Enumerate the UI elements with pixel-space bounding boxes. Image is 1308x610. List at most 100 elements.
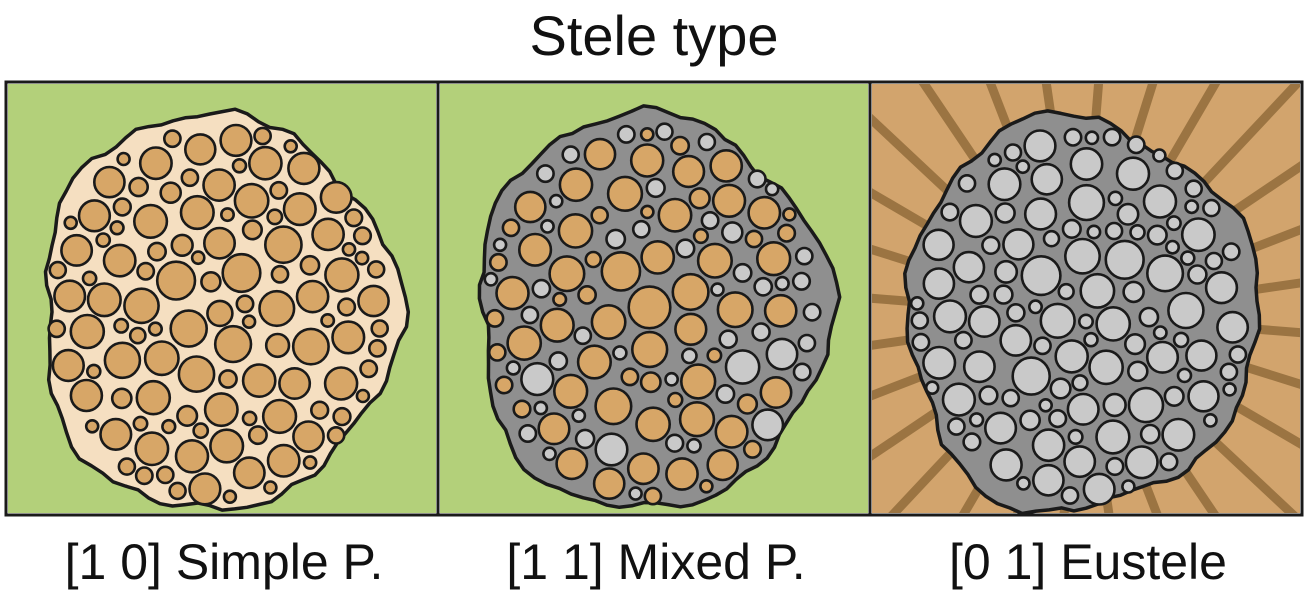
xylem-bundle <box>590 303 627 340</box>
medullary-ray <box>1129 453 1162 513</box>
xylem-bundle <box>232 456 266 490</box>
vascular-bundle-gray <box>1219 362 1239 382</box>
xylem-bundle <box>95 232 112 248</box>
vascular-bundle-gray <box>1115 156 1151 191</box>
vascular-bundle-gray <box>1063 445 1097 479</box>
vascular-bundle-gray <box>1165 215 1182 232</box>
vascular-bundle-gray <box>1185 339 1218 372</box>
xylem-bundle <box>69 378 104 413</box>
vascular-bundle-gray <box>791 271 812 291</box>
xylem-bundle <box>235 294 255 314</box>
xylem-bundle <box>134 466 154 486</box>
vascular-bundle-gray <box>978 385 999 406</box>
xylem-bundle <box>671 272 710 312</box>
vascular-bundle-gray <box>797 333 817 353</box>
vascular-bundle-gray <box>993 284 1014 305</box>
xylem-bundle <box>657 197 693 233</box>
medullary-ray <box>1229 322 1300 338</box>
xylem-bundle <box>47 319 67 339</box>
xylem-bundle <box>320 312 336 328</box>
caption-eustele: [0 1] Eustele <box>949 534 1227 590</box>
xylem-bundle <box>671 154 706 189</box>
panel-simple-protostele <box>8 84 436 513</box>
vascular-bundle-gray <box>1228 345 1248 364</box>
vascular-bundle-gray <box>1039 302 1076 339</box>
vascular-bundle-gray <box>1180 217 1216 253</box>
xylem-bundle <box>241 219 263 241</box>
xylem-bundle <box>513 190 547 224</box>
medullary-ray <box>1221 355 1300 389</box>
vascular-bundle-gray <box>518 423 538 443</box>
xylem-bundle <box>213 324 253 364</box>
vascular-bundle-gray <box>967 304 1001 338</box>
xylem-bundle <box>220 207 236 223</box>
vascular-bundle-gray <box>1123 333 1147 356</box>
vascular-bundle-gray <box>952 250 986 284</box>
vascular-bundle-gray <box>1138 306 1160 328</box>
xylem-bundle <box>261 398 298 435</box>
xylem-bundle <box>69 313 106 350</box>
xylem-bundle <box>606 175 644 213</box>
xylem-bundle <box>93 165 126 199</box>
vascular-bundle-gray <box>697 132 717 152</box>
xylem-bundle <box>583 137 617 171</box>
xylem-bundle <box>699 478 714 494</box>
xylem-bundle <box>311 217 346 252</box>
vascular-bundle-gray <box>1145 340 1180 374</box>
xylem-bundle <box>241 363 277 399</box>
vascular-bundle-gray <box>1011 356 1051 396</box>
xylem-bundle <box>263 480 278 495</box>
vascular-bundle-gray <box>1180 250 1196 266</box>
xylem-bundle <box>776 223 797 243</box>
vascular-bundle-gray <box>1142 184 1178 219</box>
xylem-bundle <box>60 233 94 267</box>
vascular-bundle-gray <box>655 122 674 141</box>
xylem-bundle <box>247 425 268 446</box>
vascular-bundle-gray <box>1187 264 1208 285</box>
xylem-bundle <box>331 320 366 355</box>
vascular-bundle-gray <box>1030 162 1064 196</box>
medullary-ray <box>1201 161 1300 235</box>
xylem-bundle <box>640 239 676 275</box>
xylem-bundle <box>241 410 258 427</box>
xylem-bundle <box>116 151 131 167</box>
medullary-ray <box>888 421 981 513</box>
vascular-bundle-gray <box>520 361 555 397</box>
xylem-bundle <box>113 317 130 334</box>
xylem-bundle <box>134 431 170 467</box>
xylem-bundle <box>241 314 257 330</box>
vascular-bundle-gray <box>718 329 739 350</box>
vascular-bundle-gray <box>548 351 569 371</box>
vascular-bundle-gray <box>1048 409 1068 429</box>
vascular-bundle-gray <box>571 408 587 423</box>
xylem-bundle <box>744 229 764 249</box>
xylem-bundle <box>555 447 589 481</box>
medullary-ray <box>918 84 1000 194</box>
medullary-ray <box>1227 278 1300 298</box>
xylem-bundle <box>269 180 289 200</box>
vascular-bundle-gray <box>983 411 1018 445</box>
vascular-bundle-gray <box>483 271 499 287</box>
xylem-bundle <box>667 391 684 409</box>
vascular-bundle-gray <box>1031 428 1066 463</box>
medullary-ray <box>1218 225 1300 266</box>
xylem-bundle <box>630 330 669 369</box>
vascular-bundle-gray <box>1165 239 1181 255</box>
xylem-bundle <box>81 270 98 287</box>
xylem-bundle <box>370 319 390 338</box>
xylem-bundle <box>170 233 194 258</box>
xylem-bundle <box>63 215 78 231</box>
xylem-bundle <box>635 406 672 443</box>
vascular-bundle-gray <box>664 371 679 387</box>
xylem-bundle <box>53 279 87 313</box>
vascular-bundle-gray <box>1221 242 1241 262</box>
xylem-bundle <box>341 241 357 257</box>
xylem-bundle <box>168 481 187 501</box>
xylem-bundle <box>626 452 660 486</box>
xylem-bundle <box>179 194 215 231</box>
xylem-bundle <box>112 197 133 217</box>
xylem-bundle <box>344 208 364 228</box>
vascular-bundle-gray <box>548 193 564 209</box>
vascular-bundle-gray <box>531 278 552 299</box>
vascular-bundle-gray <box>953 330 973 350</box>
